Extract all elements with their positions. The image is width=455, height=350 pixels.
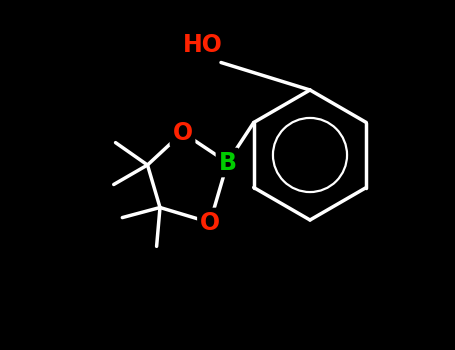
Text: O: O bbox=[200, 210, 220, 234]
Text: O: O bbox=[172, 120, 192, 145]
Text: B: B bbox=[218, 150, 237, 175]
Text: HO: HO bbox=[182, 33, 222, 57]
